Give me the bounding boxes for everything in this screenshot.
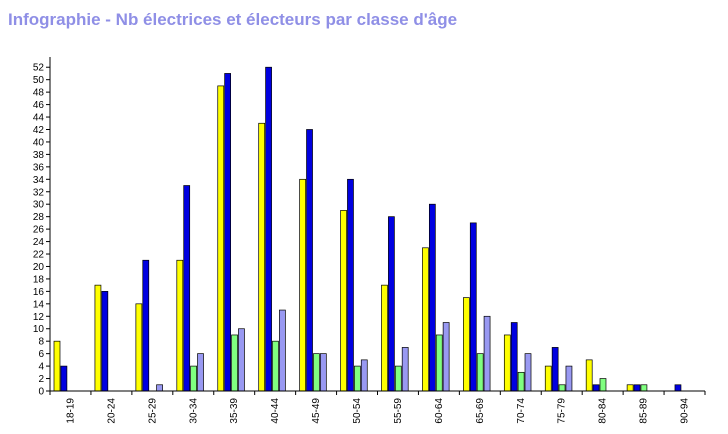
bar-series-1-45-49 bbox=[299, 178, 306, 392]
y-tick-label-0: 0 bbox=[38, 387, 44, 398]
bar-series-4-30-34 bbox=[197, 353, 204, 392]
y-tick-label-10: 10 bbox=[33, 324, 45, 335]
x-tick-label-40-44: 40-44 bbox=[270, 398, 281, 424]
chart-title: Infographie - Nb électrices et électeurs… bbox=[8, 10, 458, 29]
y-tick-label-6: 6 bbox=[38, 349, 44, 360]
y-tick-label-16: 16 bbox=[33, 287, 45, 298]
bar-series-2-40-44 bbox=[265, 66, 272, 392]
x-tick-label-25-29: 25-29 bbox=[147, 398, 158, 424]
y-tick-label-40: 40 bbox=[33, 137, 45, 148]
bar-series-1-25-29 bbox=[135, 303, 143, 392]
bar-series-4-50-54 bbox=[360, 359, 368, 392]
y-tick-label-2: 2 bbox=[38, 374, 44, 385]
x-tick-label-60-64: 60-64 bbox=[434, 398, 445, 424]
y-tick-label-42: 42 bbox=[33, 125, 45, 136]
x-tick-label-55-59: 55-59 bbox=[393, 398, 404, 424]
bar-series-2-90-94 bbox=[674, 384, 682, 392]
y-tick-label-14: 14 bbox=[33, 299, 45, 310]
bar-series-4-75-79 bbox=[565, 365, 573, 392]
bar-series-3-40-44 bbox=[272, 340, 279, 392]
x-tick-label-45-49: 45-49 bbox=[311, 398, 322, 424]
bar-series-2-35-39 bbox=[224, 73, 231, 392]
x-tick-label-65-69: 65-69 bbox=[475, 398, 486, 424]
bar-series-2-75-79 bbox=[551, 347, 559, 392]
bar-series-1-60-64 bbox=[422, 247, 429, 392]
bar-series-3-80-84 bbox=[599, 378, 607, 392]
bar-series-4-65-69 bbox=[483, 315, 491, 392]
bar-series-3-75-79 bbox=[558, 384, 566, 392]
x-tick-label-70-74: 70-74 bbox=[516, 398, 527, 424]
y-tick-label-20: 20 bbox=[33, 262, 45, 273]
bar-series-1-20-24 bbox=[94, 284, 102, 392]
x-tick-label-85-89: 85-89 bbox=[639, 398, 650, 424]
bar-series-1-55-59 bbox=[381, 284, 388, 392]
bar-series-4-55-59 bbox=[401, 347, 409, 392]
bar-series-1-65-69 bbox=[463, 297, 470, 392]
bar-series-4-25-29 bbox=[156, 384, 163, 392]
bar-series-2-18-19 bbox=[60, 365, 68, 392]
bar-series-3-70-74 bbox=[517, 371, 525, 392]
y-tick-label-22: 22 bbox=[33, 250, 45, 261]
y-tick-label-38: 38 bbox=[33, 150, 45, 161]
bar-series-3-60-64 bbox=[435, 334, 443, 392]
x-tick-label-20-24: 20-24 bbox=[106, 398, 117, 424]
y-tick-label-18: 18 bbox=[33, 274, 45, 285]
y-tick-label-36: 36 bbox=[33, 162, 45, 173]
bar-series-1-50-54 bbox=[340, 210, 347, 392]
bar-series-2-70-74 bbox=[510, 322, 518, 392]
bar-series-1-85-89 bbox=[626, 384, 634, 392]
bar-series-2-30-34 bbox=[183, 185, 191, 392]
x-tick-label-90-94: 90-94 bbox=[680, 398, 691, 424]
y-tick-label-26: 26 bbox=[33, 225, 45, 236]
bar-series-1-18-19 bbox=[53, 340, 61, 392]
bar-series-4-45-49 bbox=[319, 353, 327, 392]
bar-series-2-85-89 bbox=[633, 384, 641, 392]
x-tick-label-35-39: 35-39 bbox=[229, 398, 240, 424]
bar-series-2-50-54 bbox=[347, 178, 354, 392]
bar-series-2-60-64 bbox=[428, 203, 436, 392]
bar-series-2-25-29 bbox=[142, 259, 150, 392]
bar-series-3-50-54 bbox=[354, 365, 361, 392]
y-tick-label-28: 28 bbox=[33, 212, 45, 223]
bar-series-2-65-69 bbox=[469, 222, 477, 392]
y-tick-label-8: 8 bbox=[38, 337, 44, 348]
x-tick-label-80-84: 80-84 bbox=[598, 398, 609, 424]
x-tick-label-18-19: 18-19 bbox=[65, 398, 76, 424]
bar-series-2-45-49 bbox=[306, 129, 313, 392]
bar-series-3-55-59 bbox=[394, 365, 402, 392]
y-tick-label-44: 44 bbox=[33, 113, 45, 124]
y-tick-label-12: 12 bbox=[33, 312, 45, 323]
bar-series-1-35-39 bbox=[217, 85, 225, 392]
y-tick-label-50: 50 bbox=[33, 75, 45, 86]
bar-series-1-80-84 bbox=[585, 359, 593, 392]
y-tick-label-24: 24 bbox=[33, 237, 45, 248]
bar-series-2-20-24 bbox=[101, 291, 109, 392]
bar-series-4-35-39 bbox=[238, 328, 245, 392]
bar-series-4-70-74 bbox=[524, 353, 532, 392]
x-tick-label-75-79: 75-79 bbox=[557, 398, 568, 424]
bar-series-1-75-79 bbox=[544, 365, 552, 392]
bar-series-1-70-74 bbox=[503, 334, 511, 392]
y-tick-label-32: 32 bbox=[33, 187, 45, 198]
bar-series-3-85-89 bbox=[640, 384, 648, 392]
x-tick-label-30-34: 30-34 bbox=[188, 398, 199, 424]
bar-series-1-30-34 bbox=[176, 259, 184, 392]
bar-series-4-40-44 bbox=[279, 309, 286, 392]
y-tick-label-34: 34 bbox=[33, 175, 45, 186]
y-tick-label-48: 48 bbox=[33, 88, 45, 99]
bar-series-2-80-84 bbox=[592, 384, 600, 392]
y-tick-label-46: 46 bbox=[33, 100, 45, 111]
bar-series-3-65-69 bbox=[476, 353, 484, 392]
x-tick-label-50-54: 50-54 bbox=[352, 398, 363, 424]
bar-series-2-55-59 bbox=[388, 216, 395, 392]
bar-series-3-35-39 bbox=[231, 334, 238, 392]
y-tick-label-52: 52 bbox=[33, 63, 45, 74]
y-tick-label-30: 30 bbox=[33, 200, 45, 211]
bar-series-4-60-64 bbox=[442, 322, 450, 392]
y-tick-label-4: 4 bbox=[38, 362, 44, 373]
bar-series-3-30-34 bbox=[190, 365, 197, 392]
bar-series-1-40-44 bbox=[258, 122, 266, 392]
bar-series-3-45-49 bbox=[313, 353, 320, 392]
